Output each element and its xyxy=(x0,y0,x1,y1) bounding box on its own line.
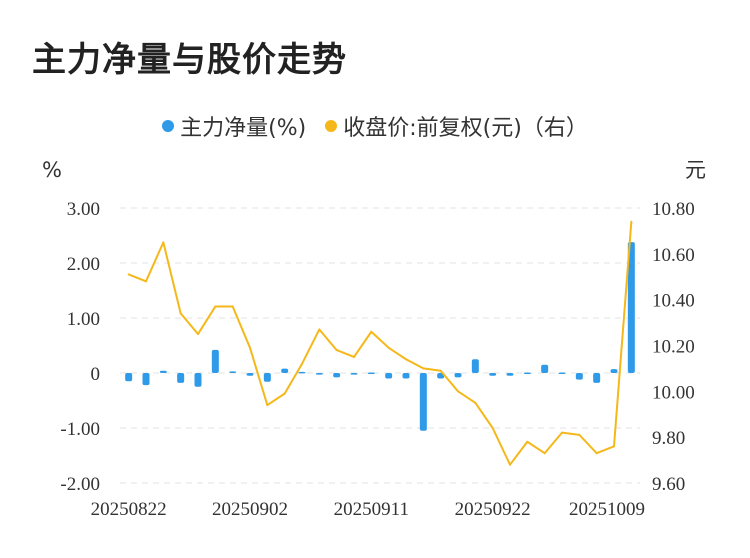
y-left-tick-label: 2.00 xyxy=(67,254,100,275)
y-right-tick-label: 10.40 xyxy=(652,291,695,312)
close-price-point xyxy=(474,401,477,404)
right-axis-unit: 元 xyxy=(685,158,706,182)
close-price-point xyxy=(318,328,321,331)
net-flow-bar[interactable] xyxy=(506,373,514,376)
net-flow-bar[interactable] xyxy=(298,371,306,374)
net-flow-bar[interactable] xyxy=(246,373,254,376)
close-price-point xyxy=(162,241,165,244)
legend: 主力净量(%) 收盘价:前复权(元)（右） xyxy=(0,110,750,142)
close-price-point xyxy=(145,280,147,283)
y-right-tick-label: 9.80 xyxy=(652,428,685,449)
close-price-point xyxy=(526,440,529,443)
legend-item-close-price[interactable]: 收盘价:前复权(元)（右） xyxy=(325,110,588,142)
legend-dot-net-flow xyxy=(162,120,175,132)
close-price-point xyxy=(613,445,615,448)
bar-series xyxy=(125,242,635,431)
net-flow-bar[interactable] xyxy=(125,373,133,382)
net-flow-bar[interactable] xyxy=(177,373,185,383)
legend-label-close-price: 收盘价:前复权(元)（右） xyxy=(343,116,588,141)
net-flow-bar[interactable] xyxy=(627,242,635,373)
close-price-point xyxy=(387,346,390,349)
close-price-point xyxy=(231,305,234,308)
net-flow-bar[interactable] xyxy=(575,373,583,380)
close-price-point xyxy=(422,367,425,370)
net-flow-bar[interactable] xyxy=(471,359,479,373)
net-flow-bar[interactable] xyxy=(558,372,566,374)
close-price-point xyxy=(439,369,442,372)
net-flow-bar[interactable] xyxy=(333,373,341,378)
net-flow-bar[interactable] xyxy=(159,370,167,373)
axis-ticks: 3.00 2.00 1.00 0 -1.00 -2.00 10.80 10.60 10.40 10… xyxy=(60,199,694,520)
close-price-point xyxy=(543,452,546,455)
net-flow-bar[interactable] xyxy=(610,369,618,373)
x-tick-label: 20250822 xyxy=(91,499,167,520)
close-price-point xyxy=(335,349,338,352)
y-right-tick-label: 10.80 xyxy=(652,199,695,220)
net-flow-bar[interactable] xyxy=(281,368,289,373)
close-price-point xyxy=(561,431,563,434)
close-price-point xyxy=(249,346,251,349)
close-price-point xyxy=(595,452,598,455)
y-left-tick-label: 3.00 xyxy=(67,199,100,220)
close-price-point xyxy=(630,220,633,223)
net-flow-bar[interactable] xyxy=(593,373,601,383)
close-price-point xyxy=(179,312,182,315)
close-price-point xyxy=(491,427,494,429)
gridlines xyxy=(120,207,640,484)
y-right-tick-label: 9.60 xyxy=(652,474,685,495)
close-price-point xyxy=(457,390,459,393)
y-right-tick-label: 10.20 xyxy=(652,337,695,358)
line-series xyxy=(127,220,633,466)
chart-title: 主力净量与股价走势 xyxy=(32,40,347,80)
legend-dot-close-price xyxy=(325,120,338,132)
close-price-point xyxy=(214,305,217,308)
y-left-tick-label: 1.00 xyxy=(67,309,100,330)
y-left-tick-label: 0 xyxy=(91,364,101,385)
net-flow-bar[interactable] xyxy=(541,364,549,373)
x-tick-label: 20250911 xyxy=(334,499,409,520)
x-tick-label: 20250902 xyxy=(212,499,288,520)
close-price-point xyxy=(283,392,286,395)
close-price-point xyxy=(197,333,199,336)
y-left-tick-label: -2.00 xyxy=(60,474,100,495)
legend-item-net-flow[interactable]: 主力净量(%) xyxy=(162,110,306,142)
legend-label-net-flow: 主力净量(%) xyxy=(180,116,307,141)
net-flow-bar[interactable] xyxy=(211,349,219,373)
net-flow-bar[interactable] xyxy=(385,373,393,379)
close-price-point xyxy=(578,433,581,436)
y-right-tick-label: 10.60 xyxy=(652,245,695,266)
close-price-point xyxy=(405,358,407,361)
net-flow-bar[interactable] xyxy=(437,373,445,379)
net-flow-bar[interactable] xyxy=(315,373,323,375)
net-flow-bar[interactable] xyxy=(194,373,202,387)
net-flow-bar[interactable] xyxy=(367,372,375,374)
close-price-point xyxy=(370,330,373,333)
net-flow-bar[interactable] xyxy=(402,373,410,379)
left-axis-unit: % xyxy=(42,158,62,182)
net-flow-bar[interactable] xyxy=(523,372,531,374)
close-price-point xyxy=(353,355,355,358)
net-flow-bar[interactable] xyxy=(419,373,427,431)
y-right-tick-label: 10.00 xyxy=(652,382,695,403)
net-flow-bar[interactable] xyxy=(350,373,358,375)
net-flow-bar[interactable] xyxy=(454,373,462,378)
net-flow-bar[interactable] xyxy=(229,371,237,373)
close-price-point xyxy=(509,463,511,466)
net-flow-bar[interactable] xyxy=(489,373,497,376)
x-tick-label: 20250922 xyxy=(455,499,531,520)
close-price-point xyxy=(127,273,130,276)
y-left-tick-label: -1.00 xyxy=(60,419,100,440)
close-price-line[interactable] xyxy=(128,221,633,466)
close-price-point xyxy=(266,404,269,407)
net-flow-bar[interactable] xyxy=(263,373,271,382)
net-flow-bar[interactable] xyxy=(142,373,150,386)
close-price-point xyxy=(301,362,303,365)
x-tick-label: 20251009 xyxy=(569,499,645,520)
